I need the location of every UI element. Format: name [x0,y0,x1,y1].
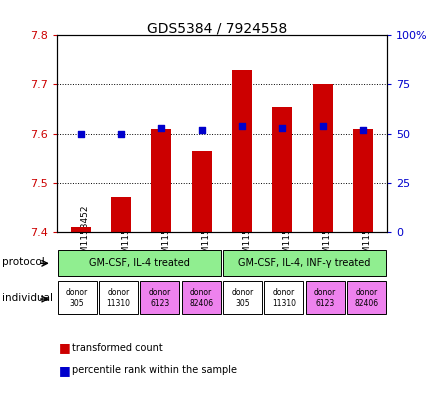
Bar [111,198,131,232]
Bar [58,250,220,275]
Bar [223,281,261,314]
Point [319,123,326,129]
Text: individual: individual [2,293,53,303]
Point [77,130,84,137]
Text: donor
82406: donor 82406 [354,288,378,308]
Bar [305,281,344,314]
Text: donor
305: donor 305 [66,288,88,308]
Text: donor
11310: donor 11310 [271,288,295,308]
Text: percentile rank within the sample: percentile rank within the sample [72,365,236,375]
Bar [312,84,332,232]
Text: protocol: protocol [2,257,45,267]
Bar [181,281,220,314]
Bar [70,227,91,232]
Bar [151,129,171,232]
Bar [264,281,302,314]
Text: GM-CSF, IL-4, INF-γ treated: GM-CSF, IL-4, INF-γ treated [238,258,370,268]
Bar [231,70,252,232]
Text: donor
6123: donor 6123 [313,288,335,308]
Bar [99,281,138,314]
Bar [58,281,96,314]
Text: GDS5384 / 7924558: GDS5384 / 7924558 [147,22,287,36]
Text: ■: ■ [59,341,70,354]
Text: ■: ■ [59,364,70,377]
Text: donor
6123: donor 6123 [148,288,171,308]
Point [198,127,205,133]
Point [358,127,365,133]
Text: donor
11310: donor 11310 [106,288,130,308]
Bar [223,250,385,275]
Bar [191,151,211,232]
Point [238,123,245,129]
Bar [346,281,385,314]
Point [278,125,285,131]
Point [158,125,164,131]
Point [117,130,124,137]
Text: transformed count: transformed count [72,343,162,353]
Text: GM-CSF, IL-4 treated: GM-CSF, IL-4 treated [89,258,189,268]
Bar [352,129,372,232]
Bar [272,107,292,232]
Text: donor
82406: donor 82406 [189,288,213,308]
Bar [140,281,179,314]
Text: donor
305: donor 305 [231,288,253,308]
